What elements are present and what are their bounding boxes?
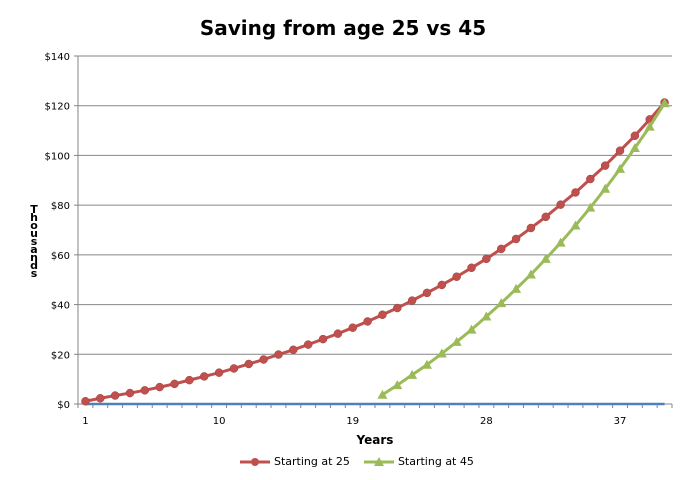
data-point: [451, 336, 462, 346]
y-tick-label: $140: [45, 52, 70, 63]
y-axis-label: Thousands: [30, 203, 38, 280]
y-tick-label: $20: [51, 350, 70, 361]
data-point: [555, 237, 566, 247]
data-point: [378, 310, 387, 320]
data-point: [229, 364, 239, 373]
x-axis-label: Years: [356, 433, 394, 447]
data-point: [481, 311, 492, 321]
x-tick-label: 19: [346, 416, 359, 427]
x-tick-label: 10: [213, 416, 226, 427]
legend-item-starting-45: Starting at 45: [363, 455, 474, 468]
data-point: [96, 394, 105, 403]
y-tick-labels: $0 $20 $40 $60 $80 $100 $120 $140: [45, 52, 70, 411]
data-point: [437, 280, 447, 290]
data-point: [170, 379, 179, 389]
legend-swatch-green: [363, 456, 394, 466]
x-tick-label: 37: [614, 416, 627, 427]
series-group: [81, 98, 670, 406]
data-point: [659, 98, 670, 108]
data-point: [140, 386, 150, 395]
data-point: [407, 369, 418, 379]
data-point: [318, 334, 328, 344]
data-point: [393, 303, 402, 313]
data-point: [81, 397, 90, 406]
series-line: [85, 101, 666, 403]
chart-title: Saving from age 25 vs 45: [199, 16, 487, 40]
y-tick-label: $0: [57, 400, 70, 411]
data-point: [496, 298, 507, 308]
data-point: [511, 234, 521, 244]
data-point: [244, 359, 254, 369]
legend-label: Starting at 25: [274, 455, 350, 468]
legend: Starting at 25 Starting at 45: [240, 455, 474, 468]
data-point: [556, 200, 565, 209]
data-point: [125, 388, 135, 398]
data-point: [259, 355, 268, 364]
gridlines: [78, 55, 672, 355]
data-point: [496, 244, 506, 254]
data-point: [303, 340, 313, 349]
data-point: [571, 188, 580, 197]
data-point: [585, 202, 596, 212]
y-tick-label: $60: [51, 251, 70, 262]
data-point: [541, 212, 551, 222]
x-tick-label: 28: [480, 416, 493, 427]
data-point: [482, 254, 491, 264]
legend-item-starting-25: Starting at 25: [240, 455, 350, 468]
data-point: [615, 163, 626, 173]
data-point: [615, 146, 625, 155]
data-point: [570, 220, 581, 230]
x-tick-labels: 1 10 19 28 37: [82, 416, 626, 427]
legend-swatch-red: [240, 457, 270, 466]
data-point: [185, 375, 194, 385]
data-point: [452, 272, 461, 281]
y-tick-label: $100: [45, 151, 70, 162]
data-point: [333, 329, 343, 338]
data-point: [466, 324, 477, 334]
data-point: [600, 161, 610, 170]
series-1: [377, 98, 670, 399]
data-point: [392, 380, 403, 390]
data-point: [422, 288, 432, 298]
y-tick-label: $80: [51, 201, 70, 212]
data-point: [644, 121, 655, 131]
data-point: [600, 183, 611, 193]
data-point: [629, 142, 640, 152]
data-point: [467, 263, 476, 273]
data-point: [110, 391, 120, 400]
data-point: [363, 317, 372, 326]
data-point: [407, 296, 417, 305]
axes: [74, 55, 673, 408]
series-0: [81, 98, 669, 406]
data-point: [274, 350, 283, 359]
data-point: [214, 368, 224, 377]
data-point: [289, 345, 298, 355]
data-point: [436, 348, 447, 358]
data-point: [586, 174, 595, 184]
data-point: [348, 323, 357, 332]
y-tick-label: $40: [51, 301, 70, 312]
data-point: [199, 372, 209, 381]
data-point: [421, 359, 432, 369]
data-point: [525, 269, 536, 279]
data-point: [377, 389, 388, 399]
data-point: [511, 283, 522, 293]
x-tick-label: 1: [82, 416, 88, 427]
data-point: [526, 223, 536, 233]
legend-label: Starting at 45: [397, 455, 474, 468]
data-point: [155, 382, 164, 392]
data-point: [540, 253, 551, 263]
y-tick-label: $120: [45, 102, 70, 113]
data-point: [630, 131, 640, 141]
